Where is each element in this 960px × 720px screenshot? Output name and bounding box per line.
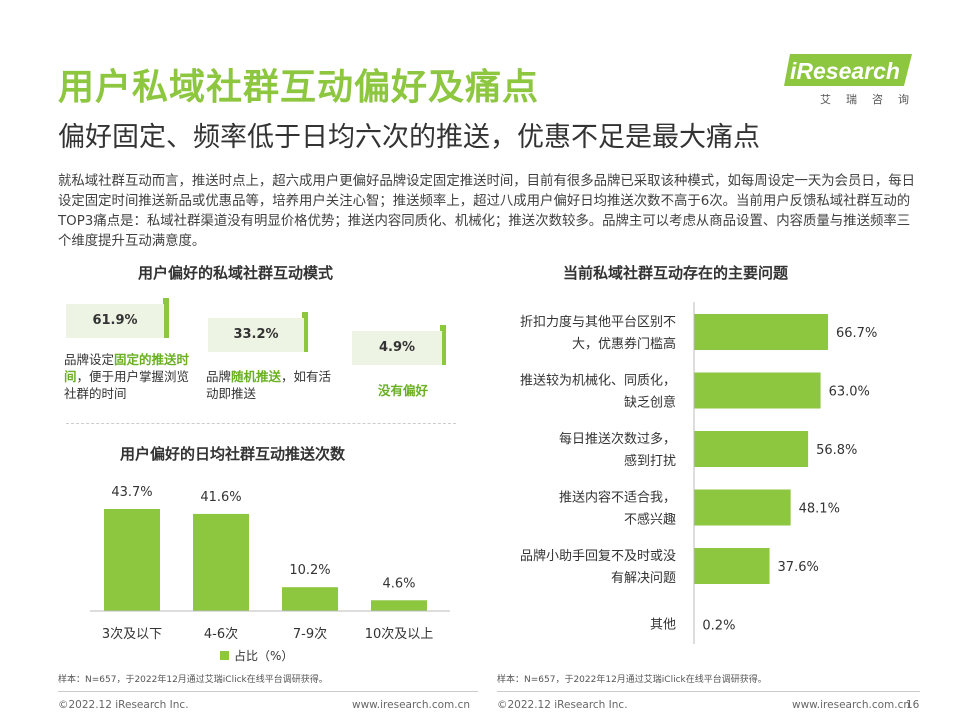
left-chart-title: 用户偏好的日均社群互动推送次数 bbox=[120, 445, 346, 463]
mode-2-accent-bar bbox=[302, 312, 308, 352]
left-source-note: 样本：N=657，于2022年12月通过艾瑞iClick在线平台调研获得。 bbox=[58, 675, 328, 685]
bar-2 bbox=[193, 513, 249, 611]
bar-3 bbox=[282, 587, 338, 611]
x-tick-label-1: 3次及以下 bbox=[102, 626, 162, 642]
hbar-5-value-label: 37.6% bbox=[778, 560, 819, 575]
footer-url-left[interactable]: www.iresearch.com.cn bbox=[352, 699, 471, 711]
bar-4 bbox=[371, 600, 427, 611]
legend-swatch bbox=[220, 651, 229, 660]
mode-3-value-box: 4.9% bbox=[352, 331, 442, 365]
x-tick-label-4: 10次及以上 bbox=[365, 626, 434, 642]
mode-2-value-box: 33.2% bbox=[208, 318, 304, 352]
footer-line-left bbox=[58, 691, 478, 692]
hbar-1-category-line-1: 折扣力度与其他平台区别不 bbox=[520, 314, 676, 330]
hbar-6-category-line-1: 其他 bbox=[650, 618, 676, 633]
hbar-3-value-label: 56.8% bbox=[816, 443, 857, 458]
modes-section-title: 用户偏好的私域社群互动模式 bbox=[138, 264, 334, 282]
hbar-4 bbox=[694, 489, 791, 526]
hbar-2-value-label: 63.0% bbox=[829, 385, 870, 400]
bar-1 bbox=[104, 509, 160, 611]
mode-3-label-highlight: 没有偏好 bbox=[378, 383, 429, 398]
hbar-2 bbox=[694, 372, 821, 409]
mode-1-label-pre: 品牌设定 bbox=[64, 352, 115, 367]
hbar-3 bbox=[694, 431, 809, 467]
mode-1-value-box: 61.9% bbox=[66, 304, 164, 338]
hbar-1-category-line-2: 大，优惠券门槛高 bbox=[572, 336, 676, 352]
logo-subtext: 艾瑞咨询 bbox=[820, 93, 924, 106]
right-source-note: 样本：N=657，于2022年12月通过艾瑞iClick在线平台调研获得。 bbox=[497, 675, 767, 685]
section-divider bbox=[66, 423, 456, 424]
bar-3-value-label: 10.2% bbox=[289, 563, 330, 578]
mode-1-accent-bar bbox=[163, 298, 169, 338]
page-subtitle: 偏好固定、频率低于日均六次的推送，优惠不足是最大痛点 bbox=[58, 122, 760, 153]
push-frequency-bar-chart: 43.7% 3次及以下 41.6% 4-6次 10.2% 7-9次 4.6% 10次及以上占比… bbox=[90, 485, 450, 663]
bar-4-value-label: 4.6% bbox=[382, 576, 415, 591]
hbar-4-category-line-1: 推送内容不适合我， bbox=[559, 490, 676, 506]
mode-1-label-highlight: 固定的推送时间 bbox=[64, 352, 190, 384]
hbar-5 bbox=[694, 548, 770, 584]
iresearch-logo bbox=[784, 54, 912, 86]
hbar-5-category-line-2: 有解决问题 bbox=[611, 571, 676, 586]
hbar-1-value-label: 66.7% bbox=[836, 326, 877, 341]
mode-2-label: 品牌随机推送，如有活动即推送 bbox=[206, 368, 336, 402]
hbar-5-category-line-1: 品牌小助手回复不及时或没 bbox=[520, 548, 676, 564]
hbar-3-category-line-2: 感到打扰 bbox=[624, 453, 676, 469]
hbar-2-category-line-2: 缺乏创意 bbox=[624, 395, 676, 411]
mode-2-label-post: ，如有活动即推送 bbox=[206, 369, 332, 401]
hbar-3-category-line-1: 每日推送次数过多， bbox=[559, 431, 676, 447]
bar-2-value-label: 41.6% bbox=[200, 490, 241, 505]
x-tick-label-2: 4-6次 bbox=[204, 626, 238, 642]
hbar-6-value-label: 0.2% bbox=[702, 619, 735, 634]
x-tick-label-3: 7-9次 bbox=[293, 626, 327, 642]
bar-1-value-label: 43.7% bbox=[111, 485, 152, 500]
mode-1-label-post: ，便于用户掌握浏览社群的时间 bbox=[64, 369, 190, 401]
footer-line-right bbox=[497, 691, 920, 692]
legend-label: 占比（%） bbox=[234, 648, 293, 663]
footer-copyright-left: ©2022.12 iResearch Inc. bbox=[58, 699, 189, 711]
mode-2-label-pre: 品牌 bbox=[206, 369, 232, 384]
mode-3-accent-bar bbox=[440, 325, 446, 365]
hbar-4-category-line-2: 不感兴趣 bbox=[624, 512, 676, 528]
footer-copyright-right: ©2022.12 iResearch Inc. bbox=[497, 699, 628, 711]
page-number: 16 bbox=[906, 699, 920, 711]
mode-3-label: 没有偏好 bbox=[378, 382, 458, 399]
mode-2-label-highlight: 随机推送 bbox=[231, 369, 282, 384]
hbar-2-category-line-1: 推送较为机械化、同质化， bbox=[520, 374, 676, 389]
logo-brand-text: iResearch bbox=[790, 58, 900, 84]
description-paragraph: 就私域社群互动而言，推送时点上，超六成用户更偏好品牌设定固定推送时间，目前有很多… bbox=[58, 174, 915, 249]
hbar-1 bbox=[694, 314, 828, 350]
right-chart-title: 当前私域社群互动存在的主要问题 bbox=[563, 264, 789, 282]
page-title: 用户私域社群互动偏好及痛点 bbox=[58, 67, 540, 108]
footer-url-right[interactable]: www.iresearch.com.cn bbox=[792, 699, 911, 711]
hbar-4-value-label: 48.1% bbox=[799, 502, 840, 517]
mode-1-label: 品牌设定固定的推送时间，便于用户掌握浏览社群的时间 bbox=[64, 351, 194, 402]
